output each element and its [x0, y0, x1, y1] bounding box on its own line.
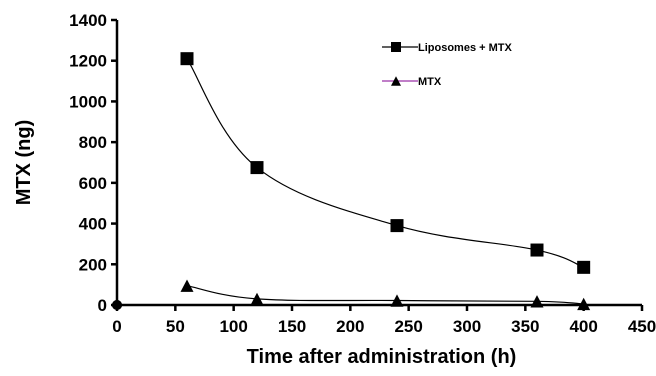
data-point — [390, 294, 404, 307]
series-layer — [112, 52, 591, 311]
y-tick-label: 200 — [79, 255, 107, 274]
data-point — [577, 297, 591, 311]
data-point — [530, 295, 544, 308]
y-tick-label: 1400 — [69, 11, 107, 30]
series-2 — [112, 279, 591, 311]
y-tick-label: 600 — [79, 174, 107, 193]
x-tick-label: 250 — [394, 317, 422, 336]
y-axis-ticks: 0 200 400 600 800 1000 1200 1400 — [69, 11, 117, 315]
y-tick-label: 800 — [79, 133, 107, 152]
legend-label: MTX — [418, 76, 442, 88]
legend-marker — [391, 42, 401, 52]
y-tick-label: 400 — [79, 215, 107, 234]
x-axis-ticks: 0 50 100 150 200 250 300 350 400 450 — [112, 305, 656, 336]
x-tick-label: 350 — [511, 317, 539, 336]
legend: Liposomes + MTX MTX — [382, 42, 512, 88]
legend-marker — [391, 76, 401, 86]
data-point — [530, 243, 544, 257]
data-point — [577, 260, 591, 274]
y-tick-label: 1200 — [69, 52, 107, 71]
legend-label: Liposomes + MTX — [418, 42, 512, 54]
data-point — [250, 292, 264, 306]
axes — [115, 20, 642, 307]
data-point — [180, 52, 194, 66]
x-tick-label: 100 — [219, 317, 247, 336]
series-line — [186, 285, 584, 305]
x-tick-label: 200 — [336, 317, 364, 336]
y-axis-title: MTX (ng) — [13, 120, 35, 206]
series-line — [186, 58, 584, 268]
data-point — [112, 300, 122, 310]
x-tick-label: 450 — [628, 317, 656, 336]
x-tick-label: 0 — [112, 317, 121, 336]
data-point — [250, 161, 264, 175]
data-point — [390, 219, 404, 233]
legend-item: Liposomes + MTX — [382, 42, 512, 54]
x-tick-label: 400 — [569, 317, 597, 336]
x-tick-label: 150 — [278, 317, 306, 336]
x-tick-label: 50 — [166, 317, 185, 336]
series-1 — [112, 52, 591, 310]
y-tick-label: 1000 — [69, 92, 107, 111]
x-tick-label: 300 — [453, 317, 481, 336]
x-axis-title: Time after administration (h) — [247, 346, 517, 368]
y-tick-label: 0 — [98, 296, 107, 315]
data-point — [180, 279, 194, 292]
legend-item: MTX — [382, 76, 442, 88]
